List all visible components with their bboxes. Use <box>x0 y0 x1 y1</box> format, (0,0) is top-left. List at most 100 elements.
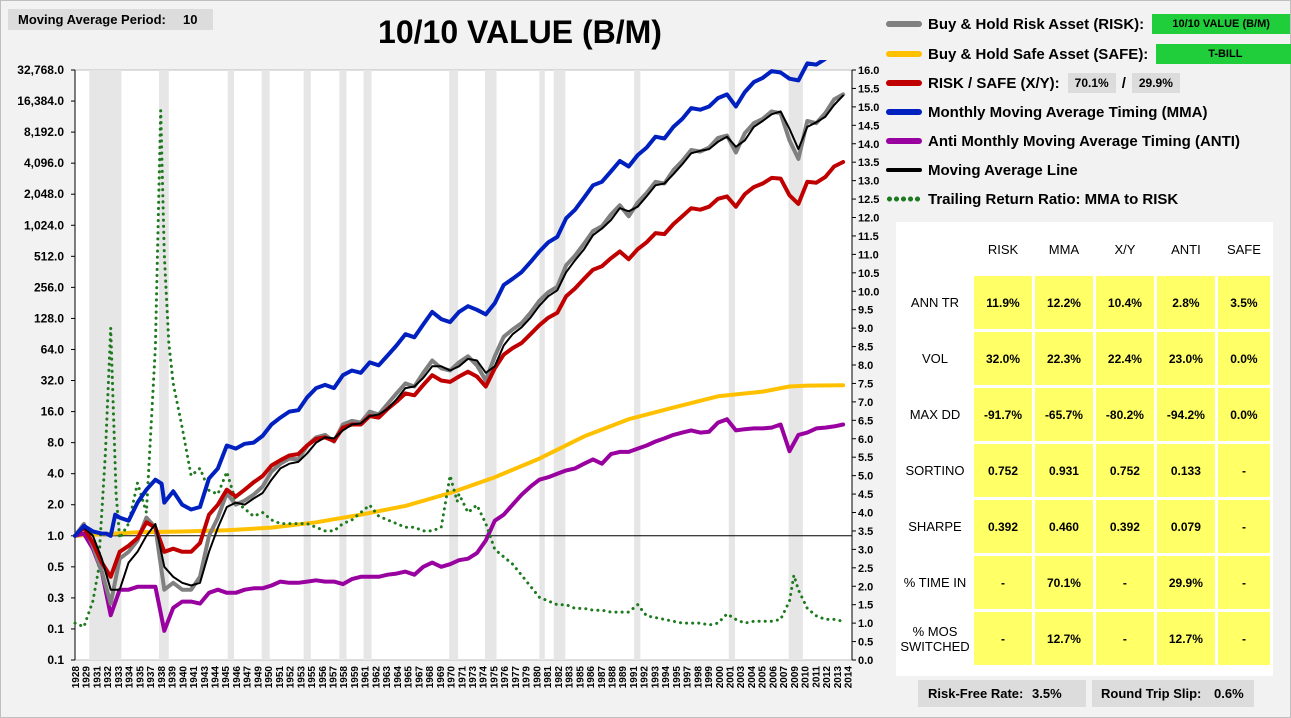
risk-free-value[interactable]: 3.5% <box>1032 686 1062 701</box>
stats-cell: 3.5% <box>1217 276 1270 329</box>
x-tick-label: 1955 <box>307 666 318 689</box>
legend-xy: RISK / SAFE (X/Y): 70.1% / 29.9% <box>886 71 1180 95</box>
risk-asset-selector[interactable]: 10/10 VALUE (B/M) <box>1152 14 1291 34</box>
recession-band <box>158 70 169 660</box>
x-tick-label: 2005 <box>758 666 769 689</box>
right-tick-label: 16.0 <box>858 65 879 77</box>
x-tick-label: 1935 <box>135 666 146 689</box>
stats-cell: 0.460 <box>1034 500 1093 553</box>
x-tick-label: 1991 <box>629 666 640 689</box>
right-tick-label: 14.0 <box>858 139 879 151</box>
left-tick-label: 128.0 <box>34 311 64 325</box>
xy-separator: / <box>1121 74 1126 92</box>
x-tick-label: 1952 <box>286 666 297 689</box>
legend-safe-label: Buy & Hold Safe Asset (SAFE): <box>928 45 1149 63</box>
x-tick-label: 1959 <box>350 666 361 689</box>
stats-cell: - <box>974 612 1032 665</box>
left-tick-label: 4.0 <box>47 467 64 481</box>
right-tick-label: 14.5 <box>858 120 879 132</box>
right-tick-label: 6.0 <box>858 434 873 446</box>
xy-risk-pct[interactable]: 70.1% <box>1067 73 1116 93</box>
x-tick-label: 2013 <box>833 666 844 689</box>
stats-cell: 22.3% <box>1034 332 1093 385</box>
legend-ma-line-label: Moving Average Line <box>928 161 1078 179</box>
legend-anti-label: Anti Monthly Moving Average Timing (ANTI… <box>928 132 1240 150</box>
ma-period-value[interactable]: 10 <box>183 12 198 27</box>
left-tick-label: 2,048.0 <box>24 187 64 201</box>
xy-safe-pct[interactable]: 29.9% <box>1131 73 1180 93</box>
legend-mma-label: Monthly Moving Average Timing (MMA) <box>928 103 1208 121</box>
right-tick-label: 12.5 <box>858 194 879 206</box>
stats-cell: 12.7% <box>1156 612 1215 665</box>
stats-cell: -65.7% <box>1034 388 1093 441</box>
stats-col-header: SAFE <box>1226 241 1261 257</box>
x-tick-label: 2006 <box>768 666 779 689</box>
chart-area: 32,768.0 16,384.0 8,192.0 4,096.0 2,048.0 1,0… <box>17 60 879 689</box>
stats-cell: 0.0% <box>1217 332 1270 385</box>
x-tick-label: 1973 <box>468 666 479 689</box>
recession-band <box>788 70 803 660</box>
stats-cell: - <box>1095 612 1154 665</box>
right-tick-label: 15.5 <box>858 83 879 95</box>
left-tick-label: 4,096.0 <box>24 156 64 170</box>
right-tick-label: 13.5 <box>858 157 879 169</box>
right-tick-label: 1.0 <box>858 618 873 630</box>
stats-col-header: RISK <box>987 241 1019 257</box>
x-tick-label: 1947 <box>243 666 254 689</box>
recession-band <box>553 70 566 660</box>
stats-cell: 23.0% <box>1156 332 1215 385</box>
stats-cell: 0.752 <box>974 444 1032 497</box>
right-tick-label: 3.0 <box>858 544 873 556</box>
x-tick-label: 2007 <box>779 666 790 689</box>
left-tick-label: 1,024.0 <box>24 218 64 232</box>
x-tick-label: 1992 <box>640 666 651 689</box>
right-tick-label: 0.5 <box>858 637 873 649</box>
legend-swatch-ma-line <box>886 168 922 172</box>
stats-cell: - <box>1217 556 1270 609</box>
x-tick-label: 2004 <box>747 666 758 689</box>
x-tick-label: 1946 <box>232 666 243 689</box>
x-tick-label: 1931 <box>92 666 103 689</box>
stats-cell: 0.0% <box>1217 388 1270 441</box>
x-tick-label: 1976 <box>500 666 511 689</box>
x-tick-label: 1977 <box>511 666 522 689</box>
stats-row-label: MAX DD <box>909 407 961 422</box>
left-tick-label: 0.1 <box>47 622 64 636</box>
stats-row-label: SORTINO <box>905 463 965 478</box>
x-tick-label: 1957 <box>329 666 340 689</box>
safe-asset-selector[interactable]: T-BILL <box>1156 44 1291 64</box>
right-tick-label: 1.5 <box>858 600 873 612</box>
x-tick-label: 2010 <box>801 666 812 689</box>
left-tick-label: 512.0 <box>34 249 64 263</box>
stats-row-label: % MOS SWITCHED <box>900 623 970 654</box>
stats-cell: 12.2% <box>1034 276 1093 329</box>
x-tick-label: 1945 <box>221 666 232 689</box>
x-tick-label: 1950 <box>264 666 275 689</box>
right-tick-label: 9.5 <box>858 305 873 317</box>
left-tick-label: 64.0 <box>41 342 65 356</box>
x-tick-label: 2011 <box>811 666 822 688</box>
left-tick-label: 2.0 <box>47 498 64 512</box>
recession-band <box>227 70 234 660</box>
x-tick-label: 1963 <box>382 666 393 689</box>
ma-period-box: Moving Average Period: 10 <box>8 9 213 30</box>
left-tick-label: 16,384.0 <box>17 94 64 108</box>
table-row: MAX DD -91.7% -65.7% -80.2% -94.2% 0.0% <box>899 388 1270 441</box>
legend-swatch-anti <box>886 138 922 144</box>
x-tick-label: 1998 <box>693 666 704 689</box>
legend-swatch-trailing <box>886 196 922 202</box>
stats-col-header: X/Y <box>1114 241 1136 257</box>
slip-value[interactable]: 0.6% <box>1214 686 1244 701</box>
table-row: SHARPE 0.392 0.460 0.392 0.079 - <box>899 500 1270 553</box>
table-row: SORTINO 0.752 0.931 0.752 0.133 - <box>899 444 1270 497</box>
x-tick-label: 1975 <box>489 666 500 689</box>
stats-cell: - <box>1095 556 1154 609</box>
right-tick-label: 7.0 <box>858 397 873 409</box>
chart-title: 10/10 VALUE (B/M) <box>378 14 662 50</box>
right-tick-label: 7.5 <box>858 378 873 390</box>
stats-cell: 70.1% <box>1034 556 1093 609</box>
x-tick-label: 1969 <box>436 666 447 689</box>
x-tick-label: 1939 <box>168 666 179 689</box>
right-tick-label: 11.5 <box>858 231 879 243</box>
legend-risk-label: Buy & Hold Risk Asset (RISK): <box>928 15 1145 33</box>
